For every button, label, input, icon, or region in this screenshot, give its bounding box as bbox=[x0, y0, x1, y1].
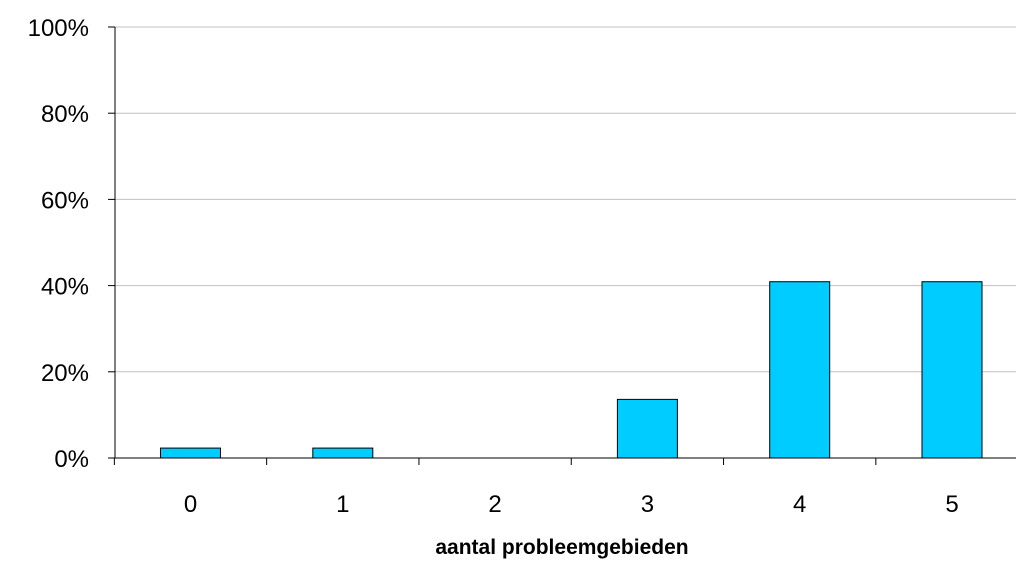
bar-4 bbox=[769, 281, 831, 459]
x-tick-label: 2 bbox=[488, 491, 501, 518]
x-axis-title: aantal probleemgebieden bbox=[435, 536, 688, 559]
y-tick-label: 0% bbox=[54, 446, 89, 473]
x-tick-label: 3 bbox=[641, 491, 654, 518]
x-tick-label: 4 bbox=[793, 491, 806, 518]
bar-5 bbox=[921, 281, 983, 459]
y-tick-label: 60% bbox=[41, 187, 89, 214]
gridlines bbox=[115, 26, 1016, 373]
x-tick-labels: 0 1 2 3 4 5 bbox=[184, 491, 959, 518]
x-tick-label: 1 bbox=[336, 491, 349, 518]
axes bbox=[108, 26, 1016, 465]
bars bbox=[160, 281, 983, 459]
y-tick-label: 40% bbox=[41, 274, 89, 301]
y-tick-label: 20% bbox=[41, 360, 89, 387]
y-tick-labels: 0% 20% 40% 60% 80% 100% bbox=[28, 15, 89, 473]
x-tick-label: 0 bbox=[184, 491, 197, 518]
x-tick-label: 5 bbox=[945, 491, 958, 518]
bar-0 bbox=[160, 447, 221, 459]
y-tick-label: 100% bbox=[28, 15, 89, 42]
bar-1 bbox=[312, 447, 374, 459]
bar-3 bbox=[616, 398, 678, 459]
y-tick-label: 80% bbox=[41, 101, 89, 128]
